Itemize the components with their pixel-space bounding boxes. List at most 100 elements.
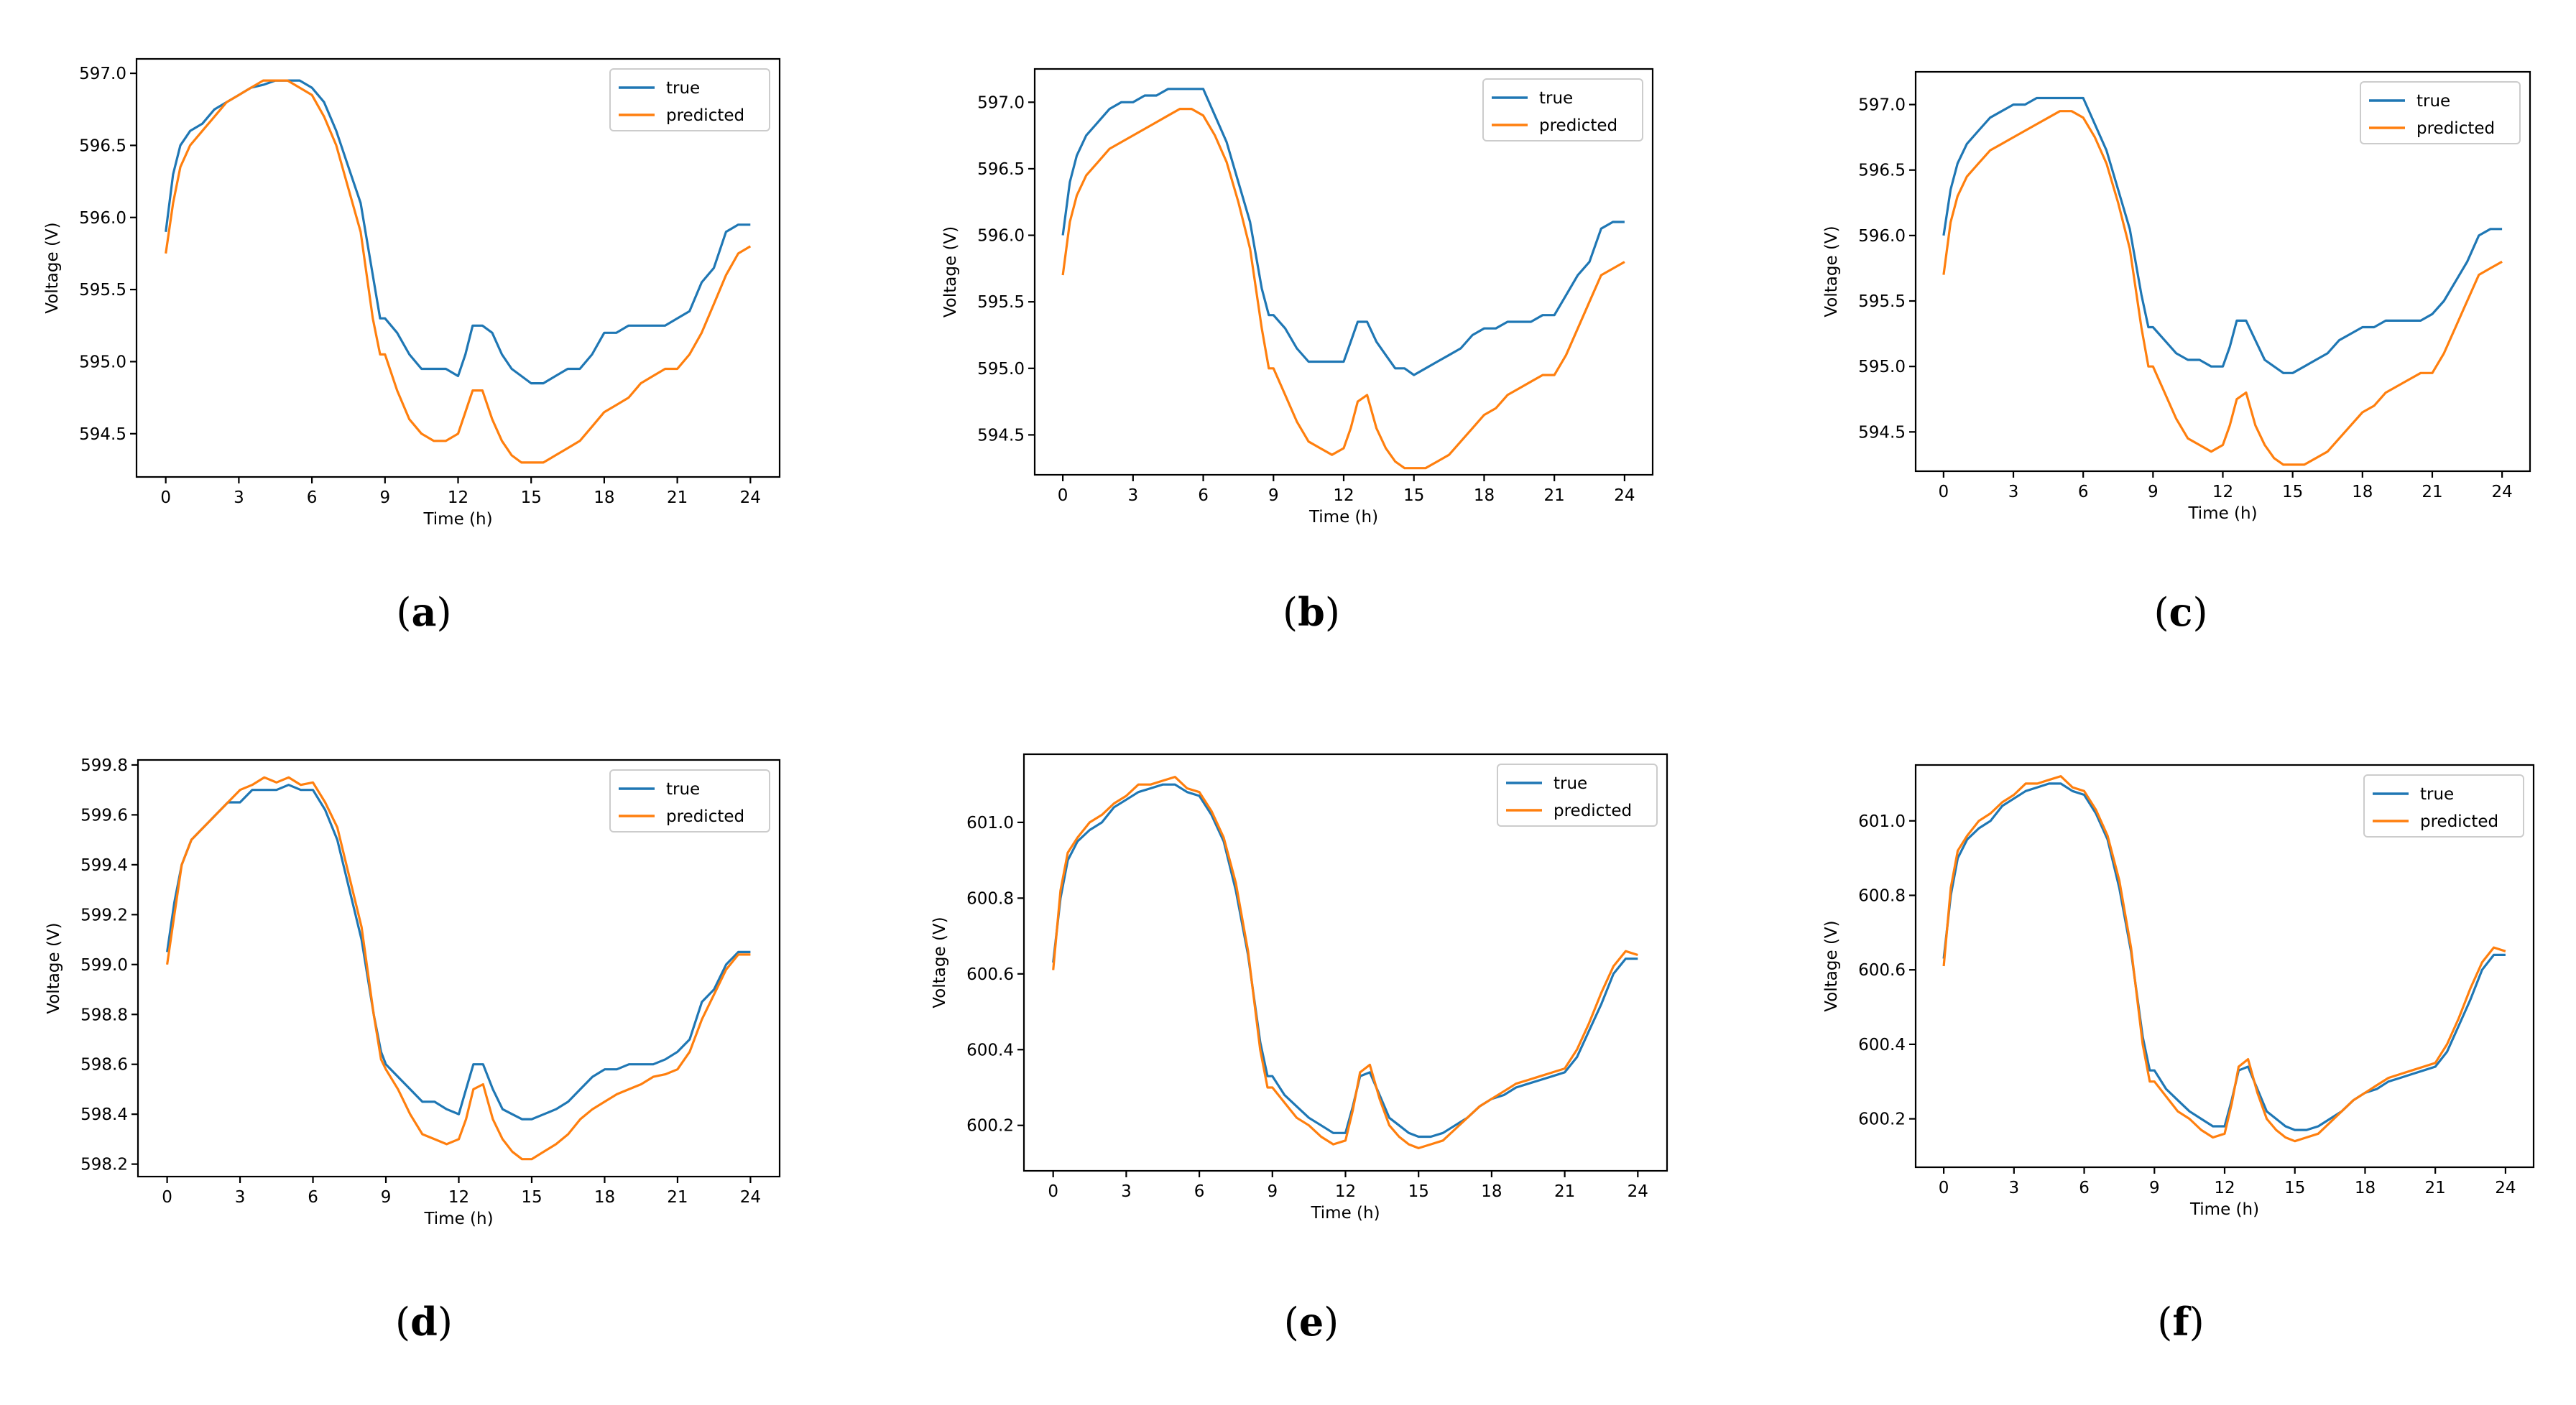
chart-d-xtick-label: 18 — [594, 1188, 615, 1207]
chart-c-xtick-label: 9 — [2148, 483, 2159, 501]
chart-b-xlabel: Time (h) — [1308, 508, 1378, 527]
chart-a-xlabel: Time (h) — [423, 510, 492, 529]
chart-a-ytick-label: 596.0 — [79, 209, 126, 228]
chart-f-ytick-label: 600.2 — [1858, 1110, 1906, 1129]
chart-a-ytick-label: 595.5 — [79, 281, 126, 300]
chart-e-xtick-label: 9 — [1267, 1182, 1278, 1201]
caption-f: (f) — [2157, 1299, 2205, 1345]
chart-a-xtick-label: 3 — [234, 488, 244, 507]
chart-d-ylabel: Voltage (V) — [45, 922, 63, 1014]
chart-f-xtick-label: 15 — [2284, 1179, 2305, 1197]
chart-b-ytick-label: 595.0 — [977, 360, 1025, 379]
chart-e-xtick-label: 3 — [1121, 1182, 1132, 1201]
chart-panel-e: 0 3 6 9 12 15 18 21 24 600.2 600.4 600.6 600.8 601.0 T… — [859, 702, 1717, 1405]
chart-f-series-true — [1942, 782, 2506, 1131]
chart-a-ytick-label: 597.0 — [79, 65, 126, 83]
chart-f-svg: 0 3 6 9 12 15 18 21 24 600.2 600.4 600.6 600.8 601.0 T… — [1822, 764, 2535, 1219]
chart-e-svg: 0 3 6 9 12 15 18 21 24 600.2 600.4 600.6 600.8 601.0 T… — [931, 753, 1668, 1223]
chart-f-xtick-label: 0 — [1939, 1179, 1949, 1197]
chart-d-xtick-label: 24 — [740, 1188, 761, 1207]
chart-a-ytick-label: 595.0 — [79, 353, 126, 371]
chart-d-ytick-label: 598.2 — [80, 1156, 128, 1174]
chart-d-ytick-label: 599.8 — [80, 756, 128, 775]
chart-e-xtick-label: 21 — [1554, 1182, 1575, 1201]
chart-e-xtick-label: 15 — [1408, 1182, 1429, 1201]
chart-c-xlabel: Time (h) — [2187, 504, 2257, 523]
caption-e: (e) — [1283, 1299, 1339, 1345]
chart-b-ytick-label: 596.0 — [977, 227, 1025, 246]
chart-d-xtick-label: 0 — [162, 1188, 172, 1207]
chart-f-legend-label-true: true — [2420, 785, 2454, 804]
chart-e-ytick-label: 601.0 — [966, 814, 1014, 833]
chart-f-ytick-label: 601.0 — [1858, 812, 1906, 831]
chart-d-xtick-label: 21 — [667, 1188, 688, 1207]
chart-b-ytick-label: 595.5 — [977, 293, 1025, 312]
chart-panel-f: 0 3 6 9 12 15 18 21 24 600.2 600.4 600.6 600.8 601.0 T… — [1717, 702, 2576, 1405]
chart-f-xtick-label: 24 — [2495, 1179, 2516, 1197]
chart-c-ytick-label: 595.0 — [1858, 358, 1906, 376]
caption-b: (b) — [1283, 589, 1340, 635]
caption-c: (c) — [2153, 589, 2208, 635]
chart-b-ytick-label: 594.5 — [977, 426, 1025, 445]
chart-c-ytick-label: 594.5 — [1858, 423, 1906, 442]
chart-f-ytick-label: 600.8 — [1858, 886, 1906, 905]
chart-d-xtick-label: 6 — [308, 1188, 318, 1207]
chart-f-xtick-label: 21 — [2425, 1179, 2446, 1197]
chart-b-ytick-label: 597.0 — [977, 93, 1025, 112]
chart-b-xtick-label: 9 — [1268, 486, 1279, 505]
chart-f-xlabel: Time (h) — [2189, 1200, 2259, 1219]
chart-b-ytick-label: 596.5 — [977, 160, 1025, 179]
chart-a-legend-label-true: true — [666, 79, 700, 98]
chart-e-ytick-label: 600.6 — [966, 965, 1014, 984]
chart-d-ytick-label: 598.8 — [80, 1006, 128, 1024]
chart-c-legend-label-predicted: predicted — [2416, 119, 2495, 138]
chart-b-series-true — [1061, 88, 1625, 376]
chart-d-ytick-label: 599.6 — [80, 806, 128, 825]
chart-b-ylabel: Voltage (V) — [941, 226, 960, 317]
chart-e-series-true — [1052, 783, 1638, 1139]
chart-b-xtick-label: 15 — [1403, 486, 1424, 505]
chart-f-series-predicted — [1942, 774, 2506, 1143]
chart-a-xtick-label: 24 — [740, 488, 761, 507]
chart-c-xtick-label: 0 — [1939, 483, 1949, 501]
chart-c-series-predicted — [1942, 110, 2503, 466]
chart-f-legend-label-predicted: predicted — [2420, 812, 2498, 831]
chart-f-ytick-label: 600.6 — [1858, 961, 1906, 980]
chart-d-series-true — [166, 784, 751, 1121]
chart-a-series-predicted — [165, 79, 752, 464]
chart-e-xtick-label: 24 — [1628, 1182, 1648, 1201]
chart-c-xtick-label: 6 — [2078, 483, 2089, 501]
chart-d-ytick-label: 599.0 — [80, 956, 128, 975]
chart-e-ytick-label: 600.8 — [966, 889, 1014, 908]
chart-d-ytick-label: 599.4 — [80, 856, 128, 875]
chart-panel-b: 0 3 6 9 12 15 18 21 24 594.5 595.0 595.5 596.0 596.5 5… — [859, 0, 1717, 702]
chart-c-xtick-label: 18 — [2352, 483, 2373, 501]
chart-e-series-predicted — [1052, 775, 1638, 1150]
caption-d: (d) — [395, 1299, 453, 1345]
chart-c-legend-label-true: true — [2416, 92, 2450, 111]
chart-a-ytick-label: 596.5 — [79, 136, 126, 155]
chart-d-svg: 0 3 6 9 12 15 18 21 24 598.2 598.4 598.6 598.8 599.0 5… — [45, 756, 781, 1228]
chart-c-series-true — [1942, 96, 2503, 374]
chart-d-ytick-label: 598.6 — [80, 1056, 128, 1075]
chart-d-xtick-label: 9 — [381, 1188, 392, 1207]
chart-a-xtick-label: 6 — [307, 488, 318, 507]
chart-d-legend-label-predicted: predicted — [666, 807, 744, 826]
chart-b-xtick-label: 12 — [1333, 486, 1354, 505]
chart-b-xtick-label: 18 — [1474, 486, 1495, 505]
chart-b-xtick-label: 21 — [1544, 486, 1565, 505]
chart-e-xtick-label: 18 — [1481, 1182, 1502, 1201]
chart-d-xtick-label: 15 — [521, 1188, 542, 1207]
chart-b-xtick-label: 24 — [1614, 486, 1635, 505]
chart-d-legend-label-true: true — [666, 780, 700, 799]
chart-b-xtick-label: 0 — [1058, 486, 1068, 505]
chart-c-ytick-label: 596.0 — [1858, 227, 1906, 246]
chart-e-ylabel: Voltage (V) — [931, 917, 949, 1008]
chart-b-xtick-label: 6 — [1198, 486, 1209, 505]
chart-panel-a: 0 3 6 9 12 15 18 21 24 594.5 595.0 595.5 596.0 596.5 5… — [0, 0, 859, 702]
chart-c-xtick-label: 15 — [2282, 483, 2303, 501]
chart-c-xtick-label: 24 — [2491, 483, 2512, 501]
chart-c-svg: 0 3 6 9 12 15 18 21 24 594.5 595.0 595.5 596.0 596.5 5… — [1822, 70, 2531, 523]
chart-b-series-predicted — [1061, 108, 1625, 470]
chart-f-ytick-label: 600.4 — [1858, 1036, 1906, 1054]
